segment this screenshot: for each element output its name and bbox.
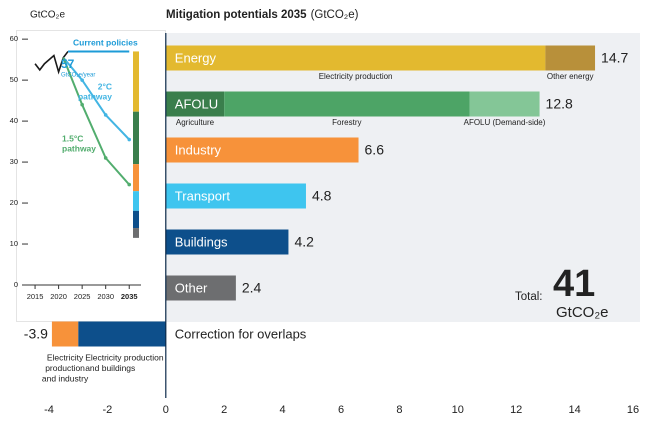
segment-label: Electricity — [47, 352, 84, 362]
bar-segment — [469, 91, 540, 117]
bar-label: Other — [175, 280, 208, 295]
bar-segment — [51, 321, 79, 347]
bar-segment — [165, 91, 225, 117]
mitigation-stack — [133, 210, 139, 229]
annotation-value: 57 — [61, 57, 75, 71]
y-tick-label: 30 — [10, 157, 18, 166]
inset-panel — [16, 30, 166, 322]
inset-y-label: GtCO₂e — [30, 10, 65, 21]
segment-label: Agriculture — [176, 118, 215, 127]
y-tick-label: 20 — [10, 198, 18, 207]
x-tick-label: 6 — [338, 404, 344, 416]
x-tick-label: 2025 — [74, 292, 91, 301]
total-label: Total: — [515, 291, 543, 303]
x-tick-label: 2030 — [97, 292, 114, 301]
total-value: 41 — [553, 263, 595, 305]
annotation-unit: GtCO₂e/year — [61, 73, 95, 79]
y-tick-label: 50 — [10, 75, 18, 84]
line — [62, 56, 130, 141]
series-label: 2°C — [98, 81, 112, 91]
y-tick-label: 10 — [10, 239, 18, 248]
x-tick-label: 0 — [163, 404, 169, 416]
value-label: 4.8 — [312, 188, 332, 204]
bar-segment — [78, 321, 166, 347]
segment-label: AFOLU (Demand-side) — [464, 118, 546, 127]
x-tick-label: -2 — [103, 404, 113, 416]
bar — [165, 137, 359, 163]
value-label: -3.9 — [24, 326, 48, 342]
chart-unit: (GtCO₂e) — [311, 9, 359, 21]
segment-label: Other energy — [547, 72, 594, 81]
value-label: 12.8 — [546, 96, 573, 112]
x-tick-label: 2015 — [27, 292, 44, 301]
bar — [165, 229, 289, 255]
point — [103, 113, 108, 117]
value-label: 14.7 — [601, 50, 628, 66]
segment-label: and buildings — [85, 363, 135, 373]
bar-segment — [224, 91, 470, 117]
value-label: 6.6 — [365, 142, 385, 158]
total-unit: GtCO₂e — [556, 304, 609, 321]
mitigation-stack — [133, 111, 139, 165]
mitigation-stack — [133, 51, 139, 112]
point — [103, 156, 108, 160]
y-tick-label: 0 — [14, 280, 18, 289]
bar-label: Energy — [175, 50, 217, 65]
point — [127, 137, 132, 142]
mitigation-stack — [133, 191, 139, 211]
bar — [165, 183, 306, 209]
bar-label: AFOLU — [175, 96, 218, 111]
y-tick-label: 60 — [10, 34, 18, 43]
x-tick-label: 8 — [396, 404, 402, 416]
series-label: 1.5°C — [62, 133, 83, 143]
x-tick-label: 14 — [568, 404, 580, 416]
point — [80, 102, 84, 107]
point — [127, 182, 132, 187]
segment-label: Forestry — [332, 118, 361, 127]
value-label: 4.2 — [294, 234, 314, 250]
x-tick-label: -4 — [44, 404, 54, 416]
x-tick-label: 2035 — [121, 292, 138, 301]
bar-segment — [165, 45, 546, 71]
bar-label: Industry — [175, 142, 222, 157]
segment-label: production — [45, 363, 85, 373]
mitigation-stack — [133, 164, 139, 192]
line — [62, 57, 130, 186]
x-tick-label: 2 — [221, 404, 227, 416]
bar — [165, 275, 236, 301]
segment-label: Electricity production — [85, 352, 164, 362]
bar-segment — [545, 45, 596, 71]
value-label: 2.4 — [242, 280, 262, 296]
series-label: pathway — [78, 91, 112, 101]
segment-label: Electricity production — [319, 72, 393, 81]
series-label: pathway — [62, 143, 96, 153]
y-tick-label: 40 — [10, 116, 18, 125]
x-tick-label: 4 — [280, 404, 286, 416]
chart-title: Mitigation potentials 2035 — [166, 9, 307, 21]
x-tick-label: 16 — [627, 404, 639, 416]
plot-background — [166, 33, 640, 322]
bar-label: Buildings — [175, 234, 228, 249]
x-tick-label: 2020 — [50, 292, 67, 301]
point — [80, 78, 84, 82]
x-tick-label: 10 — [452, 404, 464, 416]
mitigation-stack — [133, 228, 139, 238]
x-tick-label: 12 — [510, 404, 522, 416]
bar-label: Correction for overlaps — [175, 326, 307, 341]
series-label: Current policies — [73, 37, 138, 47]
bar-label: Transport — [175, 188, 231, 203]
line — [34, 50, 69, 75]
segment-label: and industry — [42, 373, 89, 383]
